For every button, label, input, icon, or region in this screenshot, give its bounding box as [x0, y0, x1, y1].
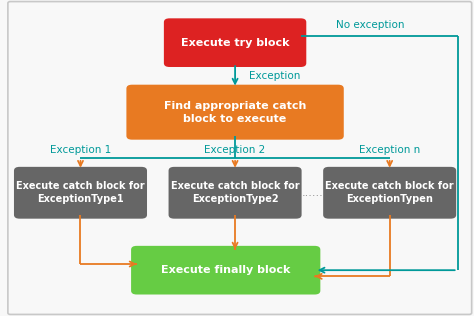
Text: Exception 1: Exception 1 [50, 145, 111, 155]
FancyBboxPatch shape [323, 167, 456, 219]
Text: ......: ...... [301, 188, 323, 198]
Text: Exception n: Exception n [359, 145, 420, 155]
FancyBboxPatch shape [8, 2, 472, 314]
Text: Execute finally block: Execute finally block [161, 265, 291, 275]
FancyBboxPatch shape [164, 18, 306, 67]
FancyBboxPatch shape [14, 167, 147, 219]
FancyBboxPatch shape [131, 246, 320, 295]
Text: Exception 2: Exception 2 [204, 145, 266, 155]
Text: Find appropriate catch
block to execute: Find appropriate catch block to execute [164, 100, 306, 124]
FancyBboxPatch shape [169, 167, 301, 219]
Text: Exception: Exception [249, 71, 301, 81]
FancyBboxPatch shape [127, 85, 344, 140]
Text: Execute catch block for
ExceptionType1: Execute catch block for ExceptionType1 [16, 181, 145, 204]
Text: Execute catch block for
ExceptionType2: Execute catch block for ExceptionType2 [171, 181, 300, 204]
Text: No exception: No exception [336, 20, 404, 30]
Text: Execute try block: Execute try block [181, 38, 289, 48]
Text: Execute catch block for
ExceptionTypen: Execute catch block for ExceptionTypen [325, 181, 454, 204]
